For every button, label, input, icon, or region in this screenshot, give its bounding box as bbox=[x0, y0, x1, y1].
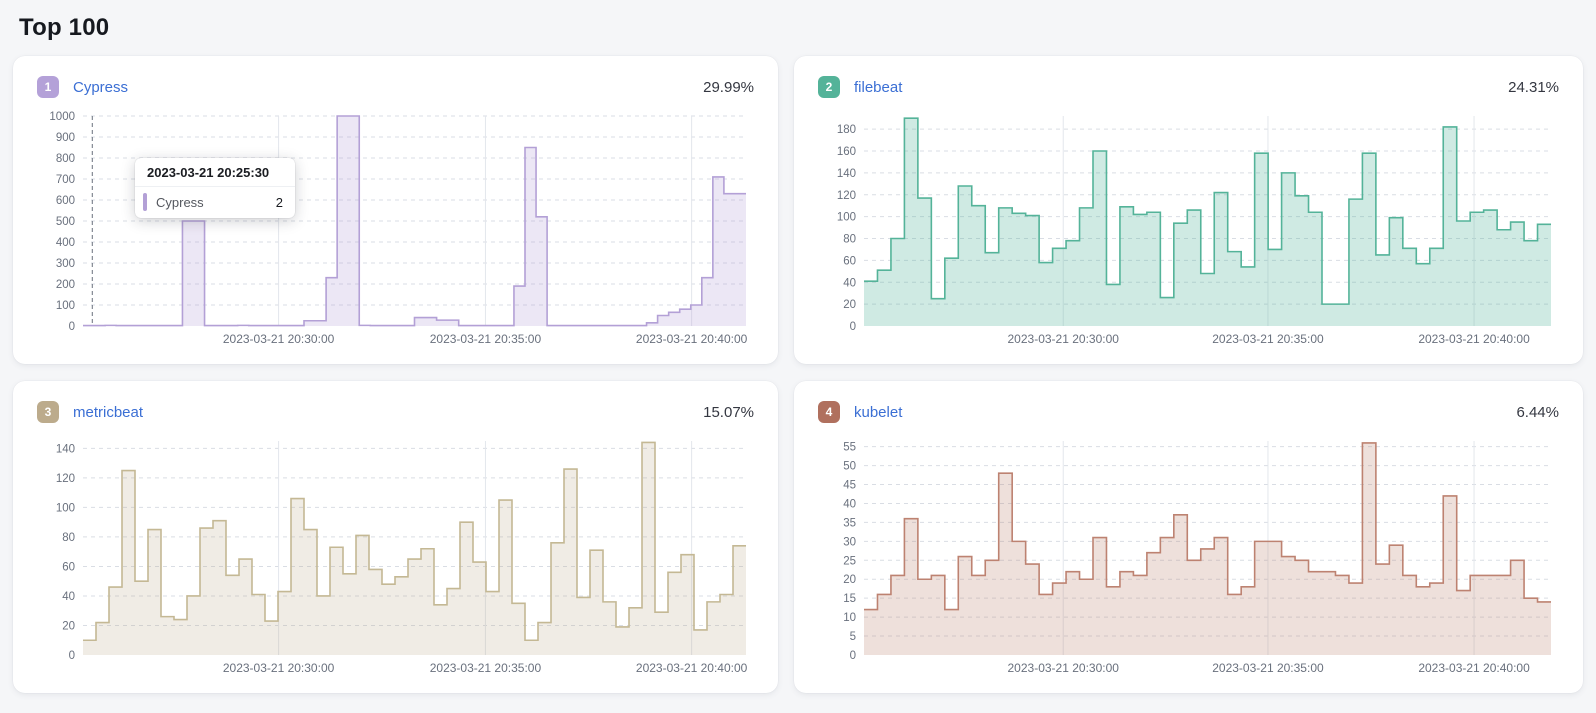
x-tick-label: 2023-03-21 20:40:00 bbox=[1418, 332, 1530, 346]
cards-grid: 1 Cypress 29.99% 0 100 200 300 400 500 600 700 8… bbox=[13, 56, 1583, 693]
chart-svg: 0 100 200 300 400 500 600 700 800 900 1000 2023-03-… bbox=[49, 111, 748, 346]
x-tick-label: 2023-03-21 20:35:00 bbox=[430, 661, 542, 675]
chart-card: 2 filebeat 24.31% 0 20 40 60 80 100 120 140 160 1… bbox=[794, 56, 1583, 364]
y-tick-label: 40 bbox=[843, 498, 856, 510]
card-header: 3 metricbeat 15.07% bbox=[37, 399, 754, 425]
y-tick-label: 400 bbox=[56, 237, 75, 249]
y-tick-label: 0 bbox=[69, 650, 75, 662]
chart-area[interactable]: 0 5 10 15 20 25 30 35 40 45 50 55 2023-03-21 20:30:0… bbox=[818, 433, 1559, 681]
series-link[interactable]: Cypress bbox=[73, 78, 129, 96]
series-link[interactable]: metricbeat bbox=[73, 403, 144, 421]
y-tick-label: 10 bbox=[843, 612, 856, 624]
percent-value: 24.31% bbox=[1508, 78, 1559, 96]
y-tick-label: 30 bbox=[843, 536, 856, 548]
x-tick-label: 2023-03-21 20:40:00 bbox=[636, 661, 748, 675]
y-tick-label: 100 bbox=[56, 502, 75, 514]
y-tick-label: 700 bbox=[56, 174, 75, 186]
y-tick-label: 0 bbox=[69, 321, 75, 333]
chart-card: 1 Cypress 29.99% 0 100 200 300 400 500 600 700 8… bbox=[13, 56, 778, 364]
chart-svg: 0 20 40 60 80 100 120 140 160 180 2023-03-21 20:30… bbox=[837, 116, 1551, 346]
series-link[interactable]: kubelet bbox=[854, 403, 903, 421]
x-tick-label: 2023-03-21 20:35:00 bbox=[430, 332, 542, 346]
y-tick-label: 15 bbox=[843, 593, 856, 605]
y-tick-label: 160 bbox=[837, 146, 856, 158]
card-header: 4 kubelet 6.44% bbox=[818, 399, 1559, 425]
y-tick-label: 100 bbox=[56, 300, 75, 312]
y-tick-label: 20 bbox=[843, 574, 856, 586]
chart-card: 4 kubelet 6.44% 0 5 10 15 20 25 30 35 40 45 50 55 20… bbox=[794, 381, 1583, 693]
percent-value: 6.44% bbox=[1516, 403, 1559, 421]
y-tick-label: 25 bbox=[843, 555, 856, 567]
y-tick-label: 5 bbox=[850, 631, 856, 643]
x-tick-label: 2023-03-21 20:30:00 bbox=[1008, 332, 1120, 346]
area-fill bbox=[864, 118, 1551, 326]
x-tick-label: 2023-03-21 20:35:00 bbox=[1212, 661, 1324, 675]
chart-svg: 0 20 40 60 80 100 120 140 2023-03-21 20:30:00 202… bbox=[56, 441, 748, 675]
y-tick-label: 80 bbox=[843, 234, 856, 246]
area-fill bbox=[83, 442, 746, 655]
y-tick-label: 20 bbox=[62, 620, 75, 632]
tooltip-series-name: Cypress bbox=[156, 194, 204, 210]
area-fill bbox=[864, 442, 1551, 655]
y-tick-label: 1000 bbox=[49, 111, 75, 123]
chart-svg: 0 5 10 15 20 25 30 35 40 45 50 55 2023-03-21 20:30:0… bbox=[843, 441, 1551, 675]
y-tick-label: 180 bbox=[837, 124, 856, 136]
y-tick-label: 45 bbox=[843, 480, 856, 492]
area-line bbox=[864, 442, 1551, 611]
y-tick-label: 500 bbox=[56, 216, 75, 228]
y-tick-label: 600 bbox=[56, 195, 75, 207]
y-tick-label: 140 bbox=[837, 168, 856, 180]
y-tick-label: 35 bbox=[843, 517, 856, 529]
page-title: Top 100 bbox=[19, 14, 110, 41]
y-tick-label: 60 bbox=[843, 255, 856, 267]
area-line bbox=[864, 117, 1551, 305]
card-header: 2 filebeat 24.31% bbox=[818, 74, 1559, 100]
rank-badge: 2 bbox=[818, 76, 840, 98]
tooltip-series-value: 2 bbox=[275, 194, 283, 210]
chart-card: 3 metricbeat 15.07% 0 20 40 60 80 100 120 140 20… bbox=[13, 381, 778, 693]
percent-value: 15.07% bbox=[703, 403, 754, 421]
y-tick-label: 800 bbox=[56, 153, 75, 165]
x-tick-label: 2023-03-21 20:30:00 bbox=[1008, 661, 1120, 675]
chart-area[interactable]: 0 20 40 60 80 100 120 140 2023-03-21 20:30:00 202… bbox=[37, 433, 754, 681]
rank-badge: 1 bbox=[37, 76, 59, 98]
area-line bbox=[83, 441, 746, 642]
x-tick-label: 2023-03-21 20:35:00 bbox=[1212, 332, 1324, 346]
y-tick-label: 200 bbox=[56, 279, 75, 291]
y-tick-label: 300 bbox=[56, 258, 75, 270]
tooltip-timestamp: 2023-03-21 20:25:30 bbox=[135, 158, 295, 187]
x-tick-label: 2023-03-21 20:30:00 bbox=[223, 661, 335, 675]
y-tick-label: 900 bbox=[56, 132, 75, 144]
y-tick-label: 20 bbox=[843, 299, 856, 311]
x-tick-label: 2023-03-21 20:30:00 bbox=[223, 332, 335, 346]
rank-badge: 4 bbox=[818, 401, 840, 423]
y-tick-label: 120 bbox=[837, 190, 856, 202]
y-tick-label: 55 bbox=[843, 442, 856, 454]
y-tick-label: 60 bbox=[62, 561, 75, 573]
y-tick-label: 50 bbox=[843, 461, 856, 473]
tooltip-series-marker bbox=[143, 193, 147, 211]
x-tick-label: 2023-03-21 20:40:00 bbox=[636, 332, 748, 346]
series-link[interactable]: filebeat bbox=[854, 78, 903, 96]
area-line bbox=[83, 115, 746, 327]
y-tick-label: 100 bbox=[837, 212, 856, 224]
rank-badge: 3 bbox=[37, 401, 59, 423]
chart-area[interactable]: 0 20 40 60 80 100 120 140 160 180 2023-03-21 20:30… bbox=[818, 108, 1559, 352]
y-tick-label: 40 bbox=[843, 277, 856, 289]
y-tick-label: 120 bbox=[56, 473, 75, 485]
tooltip-series-row: Cypress 2 bbox=[135, 187, 295, 218]
card-header: 1 Cypress 29.99% bbox=[37, 74, 754, 100]
x-tick-label: 2023-03-21 20:40:00 bbox=[1418, 661, 1530, 675]
percent-value: 29.99% bbox=[703, 78, 754, 96]
y-tick-label: 140 bbox=[56, 443, 75, 455]
chart-tooltip: 2023-03-21 20:25:30 Cypress 2 bbox=[135, 158, 295, 218]
y-tick-label: 0 bbox=[850, 321, 856, 333]
chart-area[interactable]: 0 100 200 300 400 500 600 700 800 900 1000 2023-03-… bbox=[37, 108, 754, 352]
y-tick-label: 40 bbox=[62, 591, 75, 603]
y-tick-label: 0 bbox=[850, 650, 856, 662]
y-tick-label: 80 bbox=[62, 532, 75, 544]
